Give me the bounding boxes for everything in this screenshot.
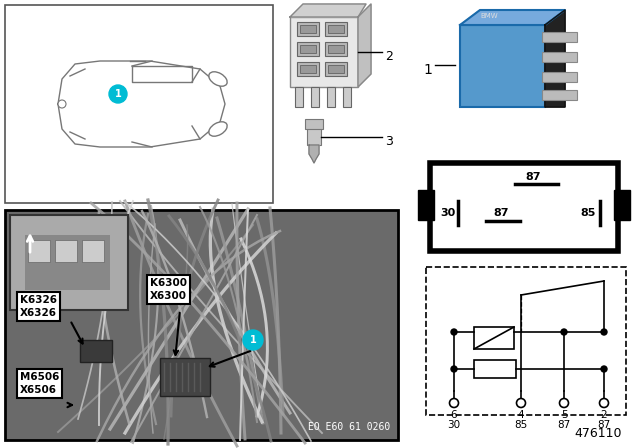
Circle shape <box>109 85 127 103</box>
Circle shape <box>601 366 607 372</box>
Polygon shape <box>460 10 565 25</box>
Polygon shape <box>309 145 319 163</box>
Bar <box>614 190 630 220</box>
Bar <box>300 65 316 73</box>
Text: M6506
X6506: M6506 X6506 <box>20 372 60 395</box>
Bar <box>327 87 335 107</box>
Text: 476110: 476110 <box>575 427 622 440</box>
Ellipse shape <box>209 122 227 136</box>
Circle shape <box>561 329 567 335</box>
Bar <box>328 25 344 33</box>
Text: 87: 87 <box>493 208 509 218</box>
Bar <box>426 267 626 415</box>
Polygon shape <box>545 10 565 107</box>
Bar <box>542 90 577 100</box>
Text: 4: 4 <box>518 410 524 420</box>
Circle shape <box>600 399 609 408</box>
Bar <box>311 87 319 107</box>
Bar <box>290 17 358 87</box>
Bar <box>542 32 577 42</box>
Bar <box>297 42 319 56</box>
Text: 87: 87 <box>597 420 611 430</box>
Bar <box>28 240 50 262</box>
Bar <box>300 25 316 33</box>
Bar <box>307 127 321 145</box>
Text: 3: 3 <box>385 135 393 148</box>
Text: 30: 30 <box>447 420 461 430</box>
Ellipse shape <box>209 72 227 86</box>
Text: EO E60 61 0260: EO E60 61 0260 <box>308 422 390 432</box>
Bar <box>542 72 577 82</box>
Bar <box>325 22 347 36</box>
Text: 5: 5 <box>561 410 567 420</box>
Text: 87: 87 <box>557 420 571 430</box>
Bar <box>25 235 110 290</box>
Bar <box>325 62 347 76</box>
Bar <box>55 240 77 262</box>
Bar <box>160 358 210 396</box>
Text: 1: 1 <box>115 89 122 99</box>
Bar <box>325 42 347 56</box>
Bar <box>343 87 351 107</box>
Circle shape <box>559 399 568 408</box>
Bar <box>542 52 577 62</box>
Bar <box>430 163 618 251</box>
Polygon shape <box>58 61 225 147</box>
Text: 2: 2 <box>385 50 393 63</box>
Bar <box>328 65 344 73</box>
Bar <box>297 22 319 36</box>
Bar <box>80 340 112 362</box>
Circle shape <box>243 330 263 350</box>
Text: 85: 85 <box>580 208 595 218</box>
Bar <box>5 5 273 203</box>
Text: 1: 1 <box>423 63 432 77</box>
Circle shape <box>451 366 457 372</box>
Bar <box>328 45 344 53</box>
Text: 85: 85 <box>515 420 527 430</box>
Bar <box>5 210 398 440</box>
Circle shape <box>451 329 457 335</box>
Circle shape <box>601 329 607 335</box>
Bar <box>305 119 323 129</box>
Circle shape <box>58 100 66 108</box>
Polygon shape <box>358 4 371 87</box>
Text: K6326
X6326: K6326 X6326 <box>20 295 57 318</box>
Circle shape <box>516 399 525 408</box>
Circle shape <box>449 399 458 408</box>
Bar <box>82 240 104 262</box>
Bar <box>418 190 434 220</box>
Polygon shape <box>290 4 366 17</box>
Text: 30: 30 <box>440 208 455 218</box>
Text: 6: 6 <box>451 410 458 420</box>
Text: K6300
X6300: K6300 X6300 <box>150 278 187 301</box>
Bar <box>474 360 516 378</box>
Text: 2: 2 <box>601 410 607 420</box>
Bar <box>297 62 319 76</box>
Bar <box>10 215 128 310</box>
Text: 1: 1 <box>250 335 257 345</box>
Text: 87: 87 <box>525 172 541 182</box>
Text: BMW: BMW <box>480 13 498 19</box>
Bar <box>300 45 316 53</box>
Bar <box>295 87 303 107</box>
Bar <box>460 25 545 107</box>
Bar <box>474 327 514 349</box>
